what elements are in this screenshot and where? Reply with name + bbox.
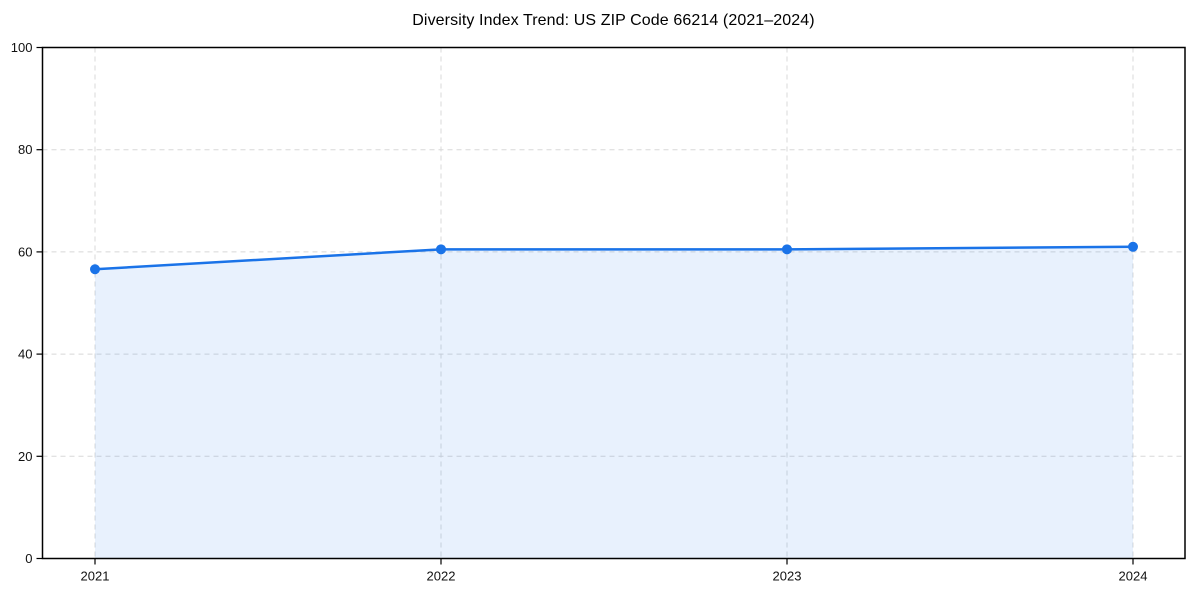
x-tick-label: 2021 (81, 569, 110, 584)
x-tick-label: 2023 (773, 569, 802, 584)
chart-title: Diversity Index Trend: US ZIP Code 66214… (412, 12, 815, 29)
y-tick-label: 0 (25, 551, 32, 566)
area-fill (95, 246, 1133, 559)
y-tick-label: 100 (11, 40, 33, 55)
y-tick-label: 80 (18, 142, 32, 157)
plot-border (41, 46, 1186, 560)
trend-line (93, 245, 1135, 271)
y-tick-label: 40 (18, 347, 32, 362)
data-point-marker (90, 264, 100, 275)
x-tick-label: 2024 (1119, 569, 1148, 584)
y-tick-label: 60 (18, 244, 32, 259)
data-point-marker (782, 244, 792, 255)
data-point-marker (436, 244, 446, 255)
x-tick-label: 2022 (427, 569, 456, 584)
y-tick-label: 20 (18, 449, 32, 464)
data-point-marker (1128, 241, 1138, 252)
